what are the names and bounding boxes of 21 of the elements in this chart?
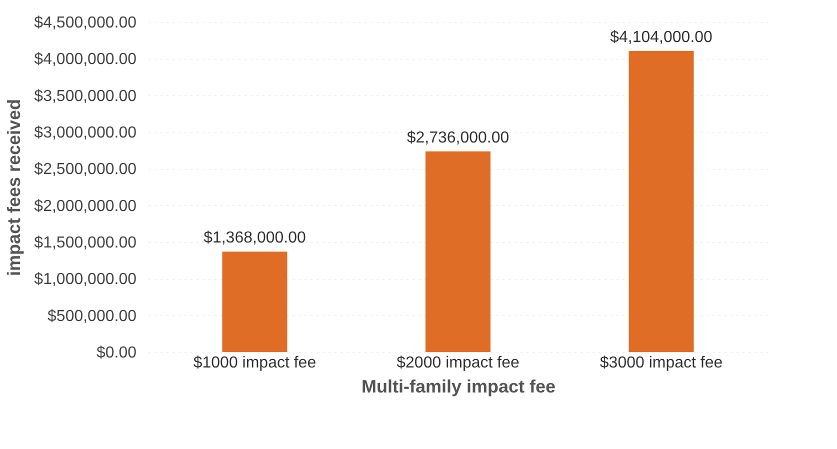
y-tick-label: $3,500,000.00	[34, 88, 137, 105]
y-tick-label: $4,500,000.00	[34, 14, 137, 32]
bar	[426, 151, 490, 352]
data-label: $1,368,000.00	[204, 230, 306, 247]
y-tick-label: $2,000,000.00	[34, 198, 137, 215]
x-tick-label: $1000 impact fee	[193, 354, 316, 372]
y-axis-title: impact fees received	[4, 98, 24, 276]
x-axis-title: Multi-family impact fee	[361, 376, 556, 396]
data-label: $2,736,000.00	[406, 129, 510, 146]
y-tick-label: $500,000.00	[48, 308, 137, 325]
y-tick-label: $2,500,000.00	[34, 161, 137, 178]
x-tick-label: $3000 impact fee	[600, 354, 723, 372]
y-tick-label: $0.00	[96, 344, 137, 362]
bar	[222, 252, 288, 352]
x-tick-label: $2000 impact fee	[396, 354, 520, 372]
y-tick-label: $3,000,000.00	[34, 124, 137, 142]
y-tick-label: $1,500,000.00	[34, 234, 137, 252]
data-label: $4,104,000.00	[610, 29, 713, 46]
bar	[628, 51, 694, 352]
y-tick-label: $1,000,000.00	[34, 271, 137, 288]
y-tick-label: $4,000,000.00	[34, 51, 137, 68]
